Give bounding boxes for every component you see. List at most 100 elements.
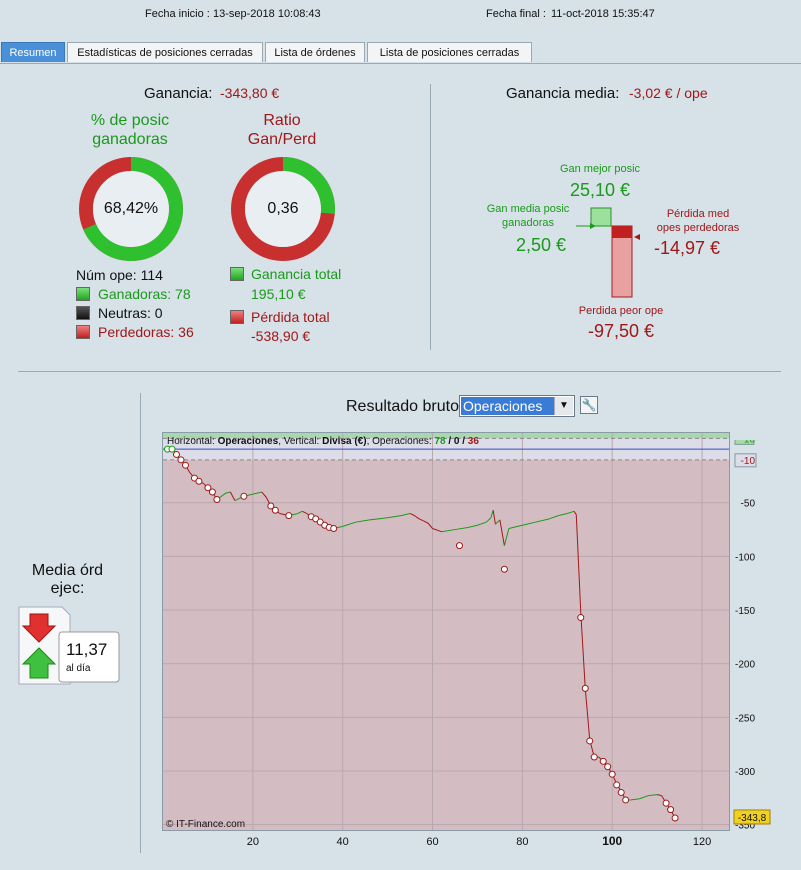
tab-order-list[interactable]: Lista de órdenes <box>265 42 365 62</box>
series-segment <box>387 515 402 519</box>
avg-gain-value: -3,02 € / ope <box>629 85 708 101</box>
loss-marker <box>671 814 679 822</box>
series-segment <box>638 795 649 800</box>
panel-divider <box>430 84 431 350</box>
y-tick-label: 10 <box>744 440 756 445</box>
y-tick-label: -10 <box>741 456 756 467</box>
avg-win-label-line2: ganadoras <box>502 217 554 229</box>
avg-win-label-line1: Gan media posic <box>486 203 570 215</box>
total-gain-value: 195,10 € <box>251 286 306 302</box>
ops-neutral: 0 <box>453 436 460 447</box>
win-pct-donut-arc <box>79 157 183 261</box>
series-segment <box>342 521 357 527</box>
series-segment <box>432 528 442 533</box>
ratio-title: Ratio Gan/Perd <box>222 111 342 149</box>
series-segment <box>302 510 307 514</box>
result-chart: Horizontal: Operaciones, Vertical: Divis… <box>162 432 730 831</box>
y-tick-box-neg10 <box>734 453 757 468</box>
loss-marker <box>240 492 248 500</box>
avg-loss-value: -14,97 € <box>654 238 721 258</box>
series-segment <box>418 518 424 522</box>
wrench-icon[interactable]: 🔧 <box>580 396 598 414</box>
win-marker <box>168 445 176 453</box>
winners-count: Ganadoras: 78 <box>98 286 191 302</box>
x-axis-select[interactable]: Operaciones ▼ <box>459 395 575 417</box>
total-gain-label: Ganancia total <box>251 266 342 282</box>
loss-marker <box>662 799 670 807</box>
orders-label: Media órd ejec: <box>20 562 115 598</box>
series-segment <box>508 524 523 529</box>
worst-op-label: Perdida peor ope <box>578 305 664 317</box>
y-tick-box-10 <box>734 440 755 445</box>
win-pct-donut-center <box>93 171 169 247</box>
avg-win-value: 2,50 € <box>516 235 567 255</box>
x-tick-label: 20 <box>247 836 259 848</box>
tab-bar: Resumen Estadísticas de posiciones cerra… <box>0 42 801 64</box>
chevron-down-icon[interactable]: ▼ <box>554 397 573 415</box>
avg-loss-bar <box>612 226 632 238</box>
loss-marker <box>213 496 221 504</box>
gain-value: -343,80 € <box>220 85 280 101</box>
y-tick-label: -50 <box>741 499 756 510</box>
ratio-title-line1: Ratio <box>263 112 301 129</box>
gain-label: Ganancia: <box>144 85 213 102</box>
series-segment <box>575 514 582 613</box>
loss-marker <box>172 450 180 458</box>
avg-bars <box>576 207 640 298</box>
series-segment <box>252 491 262 495</box>
win-zone <box>163 433 729 439</box>
left-divider <box>140 393 141 853</box>
final-value-badge <box>733 809 771 825</box>
avg-win-arrow <box>590 223 596 229</box>
chart-title: Resultado bruto <box>346 398 459 415</box>
y-tick-label: -150 <box>735 606 755 617</box>
series-segment <box>229 491 236 501</box>
series-segment <box>400 512 411 517</box>
loss-marker <box>208 488 216 496</box>
best-position-value: 25,10 € <box>569 180 631 200</box>
loss-marker <box>667 806 675 814</box>
orders-unit: al día <box>66 663 91 674</box>
series-segment <box>630 798 640 801</box>
avg-loss-arrow <box>634 234 640 240</box>
series-segment <box>558 512 568 517</box>
avg-gain-label: Ganancia media: <box>506 85 620 102</box>
end-date-value: 11-oct-2018 15:35:47 <box>551 8 655 20</box>
x-tick-label: 100 <box>602 834 622 848</box>
start-date-value: 13-sep-2018 10:08:43 <box>213 8 321 20</box>
win-pct-value: 68,42% <box>103 200 159 217</box>
start-date-label: Fecha inicio : <box>145 8 210 20</box>
series-segment <box>567 510 575 514</box>
loss-marker <box>181 461 189 469</box>
horizontal-label: Horizontal: <box>167 436 215 447</box>
series-segment <box>648 794 658 797</box>
tab-closed-position-stats[interactable]: Estadísticas de posiciones cerradas <box>67 42 263 62</box>
total-loss-swatch <box>230 310 244 324</box>
end-date-label: Fecha final : <box>486 8 546 20</box>
loss-marker <box>285 512 293 520</box>
loss-marker <box>330 524 338 532</box>
y-tick-label: -300 <box>735 767 755 778</box>
y-tick-label: -100 <box>735 552 755 563</box>
loss-marker <box>177 456 185 464</box>
x-tick-label: 40 <box>337 836 349 848</box>
orders-label-line1: Media órd <box>31 562 104 579</box>
series-segment <box>490 510 494 518</box>
chart-info-header: Horizontal: Operaciones, Vertical: Divis… <box>167 436 479 447</box>
loss-marker <box>267 502 275 510</box>
ops-sep2: / <box>462 436 465 447</box>
series-segment <box>414 515 420 520</box>
series-segment <box>427 522 433 529</box>
x-tick-label: 80 <box>516 836 528 848</box>
series-segment <box>477 521 487 526</box>
date-range-bar: Fecha inicio : 13-sep-2018 10:08:43 Fech… <box>0 0 801 30</box>
tab-closed-position-list[interactable]: Lista de posiciones cerradas <box>367 42 532 62</box>
loss-marker <box>581 684 589 692</box>
y-tick-label: -250 <box>735 713 755 724</box>
ops-win: 78 <box>434 436 446 447</box>
loss-marker <box>577 614 585 622</box>
tab-resumen[interactable]: Resumen <box>1 42 65 62</box>
ratio-value: 0,36 <box>267 200 299 217</box>
ratio-donut-center <box>245 171 321 247</box>
avg-loss-label-line2: opes perdedoras <box>656 222 740 234</box>
